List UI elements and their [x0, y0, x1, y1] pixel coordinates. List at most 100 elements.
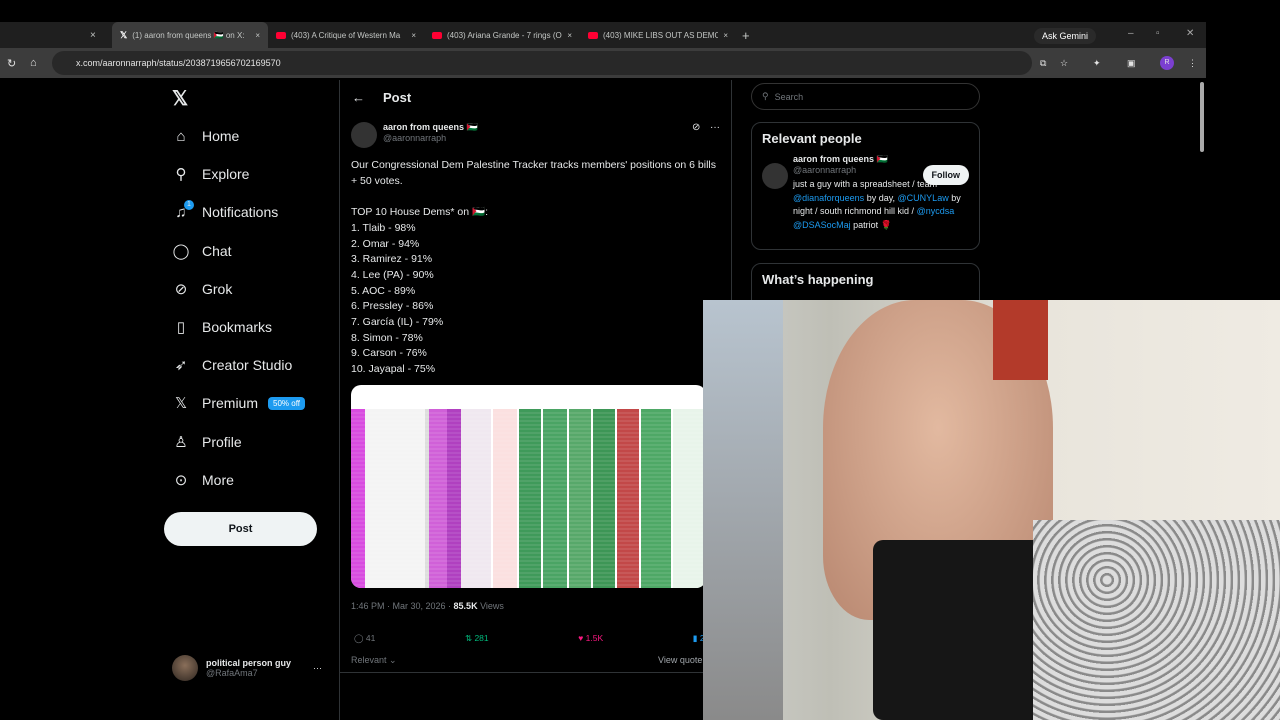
heart-icon: ♥ — [578, 633, 584, 643]
left-nav: ⌂ Home ⚲ Explore ♫ 1 Notifications ◯ Chat ⊘ Gr… — [164, 117, 334, 499]
youtube-icon — [276, 31, 286, 39]
install-icon[interactable]: ⧉ — [1040, 57, 1047, 68]
discount-badge: 50% off — [268, 396, 305, 410]
search-input[interactable]: ⚲ Search — [751, 83, 980, 110]
view-quotes-link[interactable]: View quote — [658, 655, 703, 665]
sidebar-icon[interactable]: ▣ — [1127, 57, 1136, 68]
tab-youtube-critique[interactable]: (403) A Critique of Western Ma × — [268, 22, 424, 48]
sheet-column — [425, 409, 429, 588]
follow-button[interactable]: Follow — [922, 165, 969, 185]
person-icon: ♙ — [174, 433, 188, 451]
nav-grok[interactable]: ⊘ Grok — [164, 270, 334, 308]
url-input[interactable]: x.com/aaronnarraph/status/20387196567021… — [52, 51, 1032, 75]
sheet-column — [673, 409, 706, 588]
home-icon: ⌂ — [176, 127, 186, 145]
webcam-overlay — [703, 300, 1280, 720]
extensions-icon[interactable]: ✦ — [1093, 57, 1101, 68]
rocket-icon: ➶ — [174, 357, 188, 375]
nav-more[interactable]: ⊙ More — [164, 461, 334, 499]
sheet-column — [365, 409, 425, 588]
sheet-column — [519, 409, 541, 588]
post-author[interactable]: aaron from queens 🇵🇸 @aaronnarraph — [351, 122, 478, 148]
page-title: Post — [383, 90, 412, 105]
sort-replies-dropdown[interactable]: Relevant ⌄ — [351, 655, 397, 665]
maximize-icon[interactable]: ▫ — [1156, 28, 1160, 39]
sheet-column — [593, 409, 615, 588]
x-icon: 𝕏 — [120, 29, 128, 40]
like-button[interactable]: ♥ 1.5K — [578, 633, 604, 643]
minimize-icon[interactable]: – — [1128, 28, 1134, 39]
home-icon[interactable]: ⌂ — [30, 57, 37, 69]
bell-icon: ♫ 1 — [172, 199, 194, 221]
grok-icon[interactable]: ⊘ — [692, 122, 701, 133]
more-icon: ⊙ — [174, 471, 188, 489]
menu-icon[interactable]: ⋮ — [1188, 57, 1197, 68]
reply-button[interactable]: ◯ 41 — [354, 633, 376, 643]
new-tab-icon[interactable]: + — [742, 27, 750, 43]
nav-notifications[interactable]: ♫ 1 Notifications — [164, 193, 334, 231]
nav-premium[interactable]: 𝕏 Premium 50% off — [164, 384, 334, 422]
repost-button[interactable]: ⇅ 281 — [464, 633, 489, 643]
tab-x-post[interactable]: 𝕏 (1) aaron from queens 🇵🇸 on X: × — [112, 22, 268, 48]
nav-creator-studio[interactable]: ➶ Creator Studio — [164, 346, 334, 384]
sheet-column — [429, 409, 447, 588]
post-column: ← Post aaron from queens 🇵🇸 @aaronnarraph … — [339, 80, 732, 720]
close-window-icon[interactable]: ✕ — [1186, 28, 1195, 39]
youtube-icon — [432, 31, 442, 39]
nav-bookmarks[interactable]: ▯ Bookmarks — [164, 308, 334, 346]
bookmark-icon: ▮ — [692, 633, 698, 643]
reply-icon: ◯ — [354, 633, 364, 643]
post-button[interactable]: Post — [164, 512, 317, 546]
profile-avatar[interactable]: R — [1160, 56, 1174, 70]
x-logo[interactable]: 𝕏 — [172, 88, 189, 110]
back-arrow-icon[interactable]: ← — [352, 90, 365, 105]
account-switcher[interactable]: political person guy @RafaAma7 ··· — [172, 655, 322, 681]
sheet-column — [543, 409, 567, 588]
x-icon: 𝕏 — [174, 395, 188, 413]
person-name: aaron from queens 🇵🇸 @aaronnarraph — [793, 154, 888, 175]
more-dots-icon[interactable]: ··· — [710, 122, 720, 133]
sheet-column — [493, 409, 517, 588]
notification-count: 1 — [184, 199, 194, 210]
dark-pants — [873, 540, 1048, 720]
post-meta: 1:46 PM · Mar 30, 2026 · 85.5K Views — [351, 601, 504, 611]
search-icon: ⚲ — [175, 166, 187, 184]
screen-top — [0, 0, 1280, 22]
scrollbar[interactable] — [1198, 80, 1206, 300]
chat-icon: ◯ — [172, 242, 190, 260]
close-tab-icon[interactable]: × — [567, 30, 572, 40]
close-tab-icon[interactable]: × — [723, 30, 728, 40]
sheet-column — [641, 409, 671, 588]
tab-strip: × 𝕏 (1) aaron from queens 🇵🇸 on X: × (403)… — [0, 22, 1206, 48]
relevant-people-card: Relevant people aaron from queens 🇵🇸 @aar… — [751, 122, 980, 250]
star-icon[interactable]: ☆ — [1060, 57, 1069, 68]
tab-youtube-ariana[interactable]: (403) Ariana Grande - 7 rings (O × — [424, 22, 580, 48]
reload-icon[interactable]: ↻ — [7, 57, 17, 70]
repost-icon: ⇅ — [464, 633, 473, 643]
spreadsheet-image[interactable] — [351, 385, 706, 588]
avatar — [172, 655, 198, 681]
sheet-column — [617, 409, 639, 588]
person-bio: just a guy with a spreadsheet / team @di… — [793, 179, 961, 230]
bed — [1033, 520, 1280, 720]
sheet-column — [351, 409, 365, 588]
tab-youtube-mike[interactable]: (403) MIKE LIBS OUT AS DEMO × — [580, 22, 736, 48]
nav-chat[interactable]: ◯ Chat — [172, 242, 232, 260]
nav-explore[interactable]: ⚲ Explore — [164, 155, 334, 193]
sheet-column — [447, 409, 461, 588]
close-tab-icon[interactable]: × — [255, 30, 260, 40]
bookmark-icon: ▯ — [176, 319, 186, 337]
grok-icon: ⊘ — [174, 280, 188, 298]
avatar — [351, 122, 377, 148]
ask-gemini-button[interactable]: Ask Gemini — [1034, 28, 1097, 44]
avatar[interactable] — [762, 163, 788, 189]
address-bar-row: ↻ ⌂ x.com/aaronnarraph/status/2038719656… — [0, 48, 1206, 78]
post-text: Our Congressional Dem Palestine Tracker … — [351, 159, 716, 376]
sheet-column — [461, 409, 491, 588]
sheet-column — [569, 409, 591, 588]
close-tab-icon[interactable]: × — [411, 30, 416, 40]
search-icon: ⚲ — [762, 91, 769, 101]
more-dots-icon: ··· — [313, 663, 323, 673]
nav-profile[interactable]: ♙ Profile — [164, 423, 334, 461]
nav-home[interactable]: ⌂ Home — [164, 117, 334, 155]
